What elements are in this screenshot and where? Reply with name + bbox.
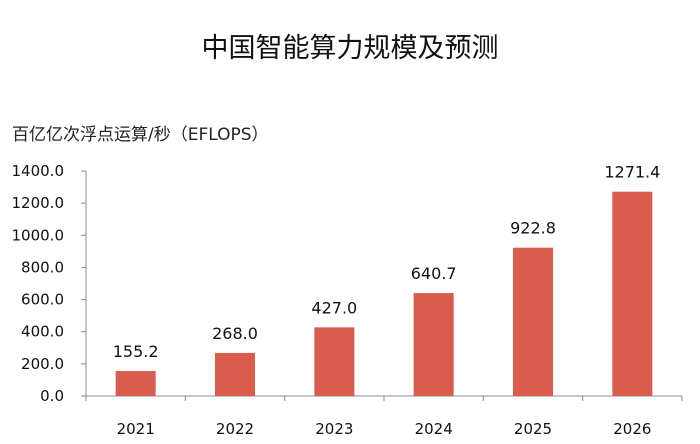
y-tick-label: 200.0 <box>21 355 64 373</box>
x-tick-label-2026: 2026 <box>613 420 651 438</box>
data-label-2021: 155.2 <box>113 342 159 361</box>
y-tick-label: 400.0 <box>21 323 64 341</box>
data-label-2023: 427.0 <box>311 298 357 317</box>
data-label-2025: 922.8 <box>510 219 556 238</box>
y-tick-label: 1200.0 <box>12 194 65 212</box>
y-tick-label: 1400.0 <box>12 162 65 180</box>
x-tick-label-2021: 2021 <box>117 420 155 438</box>
bar-2025 <box>513 247 553 396</box>
y-axis-unit-label: 百亿亿次浮点运算/秒（EFLOPS） <box>12 125 269 145</box>
bar-2021 <box>115 371 156 396</box>
x-tick-label-2025: 2025 <box>514 420 552 438</box>
y-tick-label: 0.0 <box>40 387 64 405</box>
x-tick-label-2022: 2022 <box>216 420 254 438</box>
bar-2022 <box>215 352 255 396</box>
data-label-2024: 640.7 <box>411 264 457 283</box>
x-tick-label-2024: 2024 <box>415 420 453 438</box>
y-tick-label: 1000.0 <box>12 226 65 244</box>
y-tick-label: 800.0 <box>21 258 64 276</box>
x-tick-label-2023: 2023 <box>315 420 353 438</box>
chart-title: 中国智能算力规模及预测 <box>201 33 499 64</box>
data-label-2022: 268.0 <box>212 324 258 343</box>
bar-2023 <box>314 327 355 396</box>
y-tick-label: 600.0 <box>21 291 64 309</box>
bar-2024 <box>413 293 454 396</box>
data-label-2026: 1271.4 <box>604 163 660 182</box>
bar-2026 <box>612 191 653 396</box>
